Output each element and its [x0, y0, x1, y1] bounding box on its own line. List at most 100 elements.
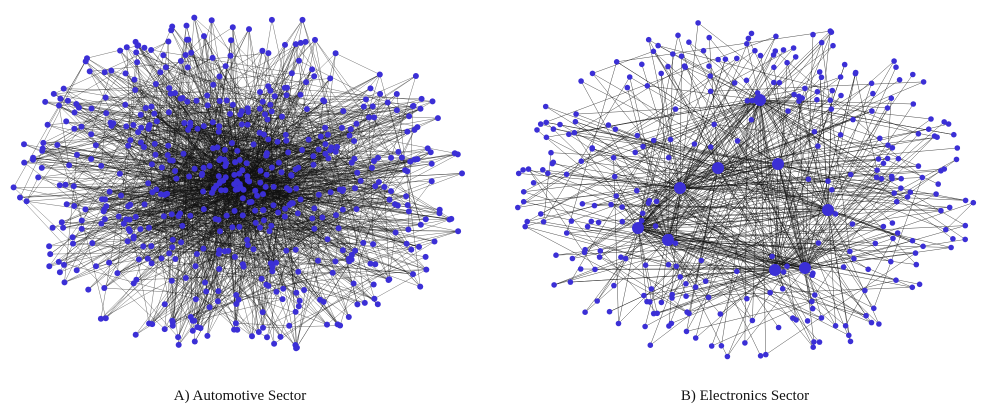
node [227, 110, 234, 117]
node [684, 309, 690, 315]
node [705, 294, 712, 301]
node [311, 73, 318, 80]
edge [140, 142, 261, 188]
node [216, 180, 223, 187]
node [206, 304, 213, 311]
node [62, 181, 69, 188]
node [876, 321, 882, 327]
node [837, 132, 844, 138]
edge [113, 122, 231, 159]
node [222, 63, 229, 70]
node [165, 38, 172, 45]
node [55, 258, 62, 265]
node [89, 240, 96, 247]
node [132, 213, 139, 220]
node [875, 156, 882, 162]
node [395, 148, 402, 155]
node [56, 269, 63, 276]
node [221, 156, 228, 163]
node [919, 174, 926, 181]
node [248, 198, 255, 205]
node [40, 139, 47, 146]
node [108, 67, 115, 74]
node [250, 141, 257, 148]
node [245, 108, 252, 115]
node [322, 124, 329, 131]
edge [250, 196, 420, 248]
node [619, 218, 626, 225]
node [571, 129, 578, 136]
edge [318, 53, 336, 195]
edge [126, 126, 224, 181]
edge [59, 26, 173, 273]
edge [140, 228, 365, 304]
node [315, 146, 322, 153]
node [177, 58, 184, 64]
node [370, 281, 377, 288]
node [404, 128, 411, 135]
edge [26, 177, 39, 202]
edge [237, 189, 251, 300]
node [181, 120, 188, 126]
edge [105, 97, 220, 184]
node [771, 64, 777, 71]
panel-caption: B) Electronics Sector [681, 388, 809, 404]
node [148, 243, 155, 250]
node [885, 142, 891, 148]
node [73, 267, 80, 274]
node [816, 339, 823, 345]
node [165, 142, 172, 149]
edge [38, 177, 196, 242]
node [301, 287, 308, 293]
node [568, 218, 575, 224]
node [98, 220, 105, 227]
node [920, 243, 926, 250]
node [863, 312, 869, 319]
edge [86, 45, 138, 59]
node [268, 16, 275, 23]
edge [329, 105, 414, 187]
node [814, 88, 821, 95]
node [962, 222, 969, 229]
node [667, 136, 674, 143]
node [46, 243, 53, 250]
edge [387, 102, 422, 225]
node [640, 143, 646, 150]
node [286, 187, 293, 194]
node [829, 187, 835, 193]
node [898, 185, 904, 191]
node [310, 153, 317, 160]
node [543, 134, 550, 141]
edge [248, 100, 433, 113]
node [520, 198, 527, 205]
node [320, 97, 327, 104]
node [909, 284, 916, 291]
node [133, 49, 140, 56]
node [86, 68, 93, 75]
node [101, 285, 108, 291]
node [873, 174, 880, 181]
node [515, 170, 522, 177]
edge [374, 269, 427, 299]
node [584, 223, 591, 230]
node [815, 240, 822, 246]
node [260, 207, 267, 213]
node [303, 106, 310, 113]
node [215, 173, 222, 180]
node [874, 167, 880, 173]
node [282, 131, 289, 138]
node [563, 230, 570, 236]
node [404, 202, 411, 209]
node [285, 149, 292, 156]
node [557, 121, 563, 128]
node [916, 281, 923, 288]
node [237, 111, 244, 118]
node [812, 292, 818, 298]
node [811, 339, 817, 345]
edge [119, 173, 193, 331]
node [406, 113, 413, 120]
node [414, 156, 421, 163]
node [744, 98, 751, 104]
node [106, 188, 113, 195]
node [266, 228, 273, 235]
